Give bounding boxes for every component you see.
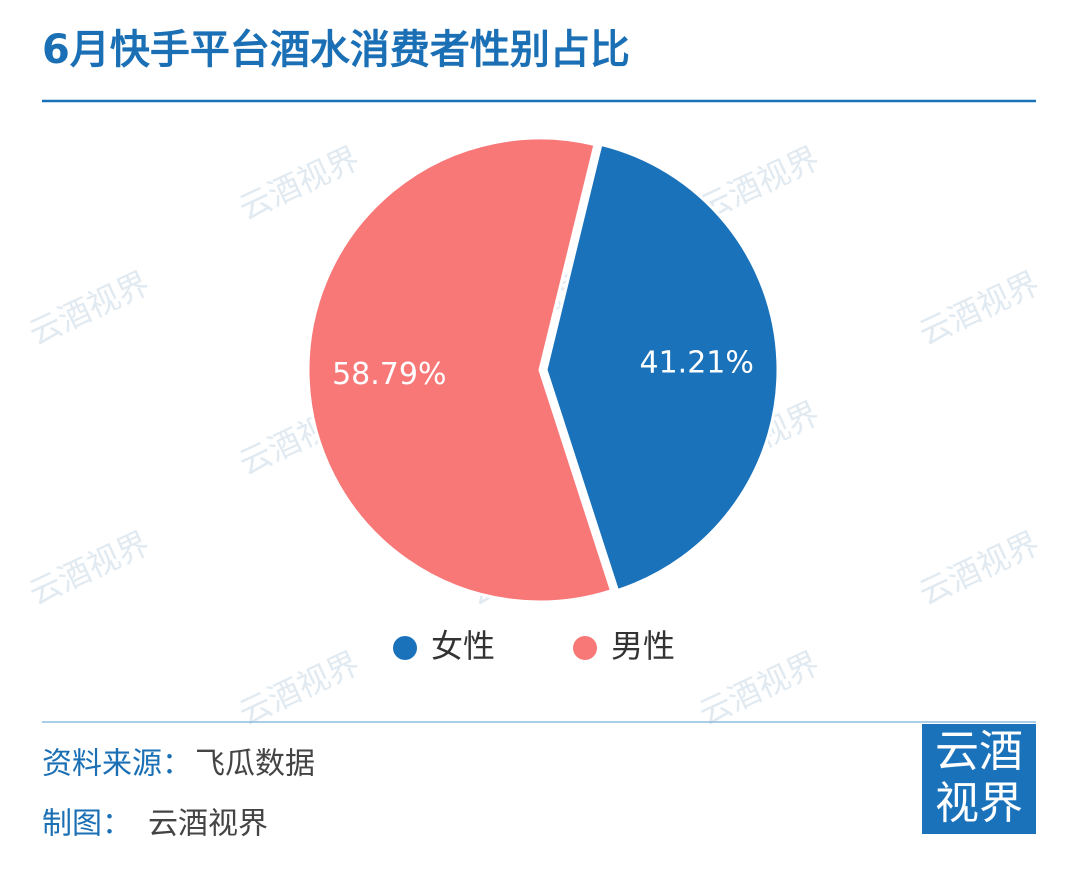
credit: 云酒视界 [148,807,268,842]
logo-box [922,724,1036,834]
logo-text: 视界 [935,778,1023,829]
legend-marker [393,636,417,660]
chart-title: 6月快手平台酒水消费者性别占比 [42,27,630,73]
watermark: 云酒视界 [913,264,1045,353]
watermark: 云酒视界 [23,524,155,613]
legend-label: 女性 [431,627,495,665]
watermark: 云酒视界 [233,139,365,228]
credit-label: 制图： [42,807,132,842]
source-label: 资料来源： [42,747,192,782]
legend-label: 男性 [611,627,675,665]
value-label: 58.79% [332,357,446,392]
source: 飞瓜数据 [195,747,315,782]
watermark: 云酒视界 [913,524,1045,613]
pie: 41.21% 58.79% [306,136,780,604]
legend-marker [573,636,597,660]
value-label: 41.21% [639,346,753,381]
watermark: 云酒视界 [693,644,825,733]
watermark: 云酒视界 [233,644,365,733]
watermark: 云酒视界 [23,264,155,353]
legend: 女性 男性 [393,627,675,665]
logo-text: 云酒 [935,726,1023,777]
pie-slice [544,142,780,593]
pie-slice [306,136,614,604]
